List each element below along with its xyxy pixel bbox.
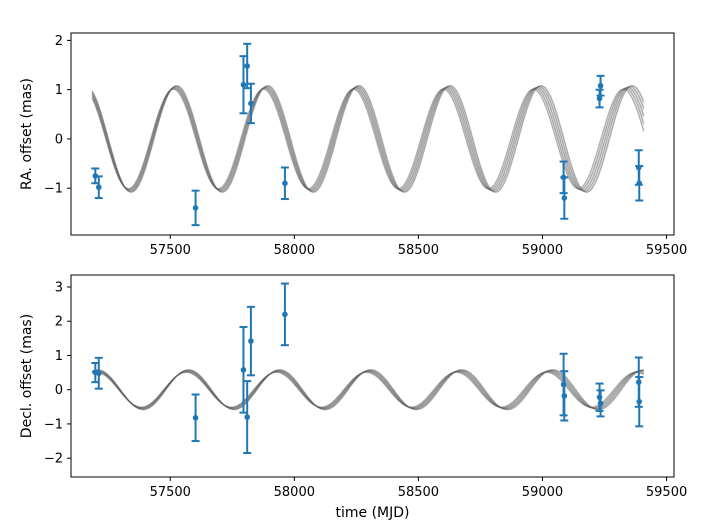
decl-x-tick-label: 57500 bbox=[150, 485, 191, 500]
decl-model-curve bbox=[91, 371, 645, 408]
ra-model-curve bbox=[91, 85, 645, 192]
ra-x-tick-label: 59000 bbox=[522, 243, 563, 258]
ra-model-curve bbox=[91, 87, 645, 191]
ra-data-points bbox=[91, 42, 644, 227]
ra-y-tick-label: −1 bbox=[44, 182, 63, 197]
decl-y-tick-label: −2 bbox=[44, 452, 63, 467]
ra-x-ticks: 57500 58000 58500 59000 59500 bbox=[150, 235, 687, 258]
ra-model-curve bbox=[91, 84, 645, 194]
ra-data-point bbox=[597, 82, 604, 89]
ra-x-tick-label: 59500 bbox=[646, 243, 687, 258]
ra-model-curve bbox=[91, 88, 645, 190]
ra-y-axis-label: RA. offset (mas) bbox=[19, 78, 35, 190]
decl-x-tick-label: 58500 bbox=[398, 485, 439, 500]
ra-x-tick-label: 58000 bbox=[274, 243, 315, 258]
ra-data-point bbox=[240, 81, 247, 88]
decl-data-point bbox=[95, 370, 102, 377]
ra-model-curve bbox=[91, 85, 645, 193]
ra-model-curve bbox=[91, 86, 645, 192]
decl-model-curve bbox=[91, 369, 644, 410]
decl-data-point bbox=[561, 393, 568, 399]
decl-data-point bbox=[244, 414, 250, 420]
decl-data-point bbox=[248, 338, 254, 344]
decl-model-curve bbox=[91, 371, 645, 408]
ra-data-point bbox=[596, 95, 603, 102]
ra-model-curves bbox=[91, 84, 645, 194]
decl-data-point bbox=[636, 398, 643, 405]
decl-data-points bbox=[91, 282, 644, 455]
decl-data-point bbox=[597, 400, 604, 407]
ra-x-tick-label: 58500 bbox=[398, 243, 439, 258]
ra-data-point bbox=[95, 184, 102, 191]
decl-x-axis-label: time (MJD) bbox=[336, 505, 410, 521]
decl-y-ticks: −2 −1 0 1 2 3 bbox=[44, 280, 71, 467]
ra-data-point bbox=[244, 63, 250, 69]
ra-y-tick-label: 1 bbox=[55, 83, 63, 98]
decl-model-curves bbox=[91, 369, 645, 411]
decl-y-tick-label: 0 bbox=[55, 383, 63, 398]
decl-model-curve bbox=[91, 369, 644, 410]
decl-data-point bbox=[192, 414, 199, 421]
decl-data-point bbox=[240, 367, 247, 373]
decl-model-curve bbox=[91, 369, 644, 411]
decl-y-tick-label: −1 bbox=[44, 417, 63, 432]
decl-model-curve bbox=[91, 370, 644, 410]
ra-data-point bbox=[561, 195, 568, 201]
decl-data-point bbox=[282, 311, 288, 318]
ra-model-curve bbox=[91, 85, 645, 193]
decl-x-tick-label: 59500 bbox=[646, 485, 687, 500]
decl-x-tick-label: 59000 bbox=[522, 485, 563, 500]
decl-model-curve bbox=[91, 371, 644, 409]
decl-y-axis-label: Decl. offset (mas) bbox=[19, 314, 35, 438]
ra-y-tick-label: 0 bbox=[55, 132, 63, 147]
decl-model-curve bbox=[91, 370, 644, 409]
ra-y-ticks: −1 0 1 2 bbox=[44, 34, 71, 197]
decl-model-curve bbox=[91, 371, 644, 409]
decl-axes-frame bbox=[70, 274, 675, 478]
decl-y-tick-label: 1 bbox=[55, 349, 63, 364]
decl-model-curve bbox=[91, 370, 644, 410]
ra-model-curve bbox=[91, 86, 645, 192]
decl-model-curve bbox=[91, 369, 644, 411]
decl-x-ticks: 57500 58000 58500 59000 59500 bbox=[150, 477, 687, 500]
ra-data-point bbox=[248, 100, 254, 107]
ra-model-curve bbox=[91, 85, 645, 193]
ra-data-point bbox=[636, 180, 643, 187]
decl-model-curve bbox=[91, 369, 644, 410]
ra-x-tick-label: 57500 bbox=[150, 243, 191, 258]
ra-data-point bbox=[282, 180, 288, 187]
ra-model-curve bbox=[91, 88, 645, 190]
decl-offset-panel: 57500 58000 58500 59000 59500 −2 −1 0 1 2 3 Decl.… bbox=[19, 274, 687, 521]
decl-y-tick-label: 3 bbox=[55, 280, 63, 295]
decl-model-curve bbox=[91, 370, 644, 409]
ra-model-curve bbox=[91, 87, 645, 191]
ra-axes-frame bbox=[70, 32, 675, 236]
ra-model-curve bbox=[91, 87, 645, 191]
decl-model-curve bbox=[91, 370, 644, 409]
ra-model-curve bbox=[91, 88, 645, 190]
ra-offset-panel: 57500 58000 58500 59000 59500 −1 0 1 2 RA. offs… bbox=[19, 32, 687, 258]
ra-data-point bbox=[192, 205, 199, 211]
ra-model-curve bbox=[91, 86, 645, 192]
decl-y-tick-label: 2 bbox=[55, 315, 63, 330]
decl-x-tick-label: 58000 bbox=[274, 485, 315, 500]
ra-y-tick-label: 2 bbox=[55, 34, 63, 49]
